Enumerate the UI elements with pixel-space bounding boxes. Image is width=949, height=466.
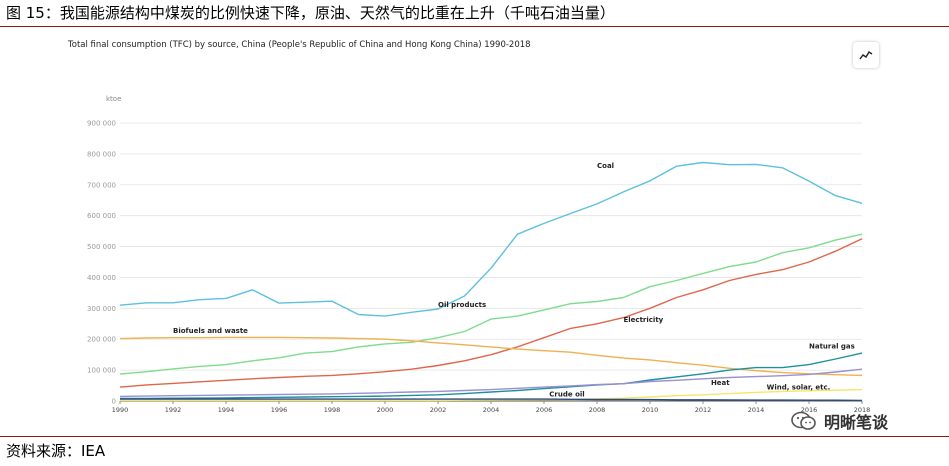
x-tick-label: 2008 [589, 406, 606, 414]
series-line-natural-gas [119, 352, 863, 400]
x-tick-label: 1996 [271, 406, 288, 414]
y-tick-label: 100 000 [87, 367, 116, 375]
bottom-rule [0, 436, 949, 437]
watermark-text: 明晰笔谈 [824, 413, 889, 432]
series-label-electricity: Electricity [624, 316, 664, 324]
series-label-wind-solar-etc: Wind, solar, etc. [767, 383, 831, 391]
series-line-biofuels-and-waste [119, 336, 863, 377]
expand-chart-button[interactable] [853, 42, 879, 68]
y-tick-label: 800 000 [87, 150, 116, 158]
series-label-oil-products: Oil products [438, 301, 486, 309]
line-chart: ktoe 0 100 000 200 000 300 000 400 000 500 000… [87, 95, 870, 414]
wechat-icon [791, 411, 816, 430]
chart-title: Total final consumption (TFC) by source,… [68, 40, 531, 50]
source-note: 资料来源：IEA [6, 442, 106, 460]
y-tick-label: 300 000 [87, 305, 116, 313]
series-label-crude-oil: Crude oil [549, 391, 584, 399]
y-tick-label: 200 000 [87, 336, 116, 344]
series-label-biofuels-and-waste: Biofuels and waste [173, 327, 248, 335]
x-tick-label: 2010 [642, 406, 659, 414]
y-tick-label: 0 [112, 398, 116, 406]
x-tick-label: 2018 [854, 406, 871, 414]
x-tick-label: 1994 [218, 406, 235, 414]
y-axis-unit-label: ktoe [106, 95, 121, 103]
x-tick-label: 1998 [324, 406, 341, 414]
y-tick-label: 500 000 [87, 243, 116, 251]
chart-panel: Total final consumption (TFC) by source,… [40, 30, 900, 432]
x-tick-label: 2000 [377, 406, 394, 414]
x-tick-label: 2016 [801, 406, 818, 414]
y-tick-label: 400 000 [87, 274, 116, 282]
series-label-coal: Coal [597, 162, 614, 170]
x-tick-label: 2014 [748, 406, 765, 414]
series-line-electricity [119, 238, 863, 388]
label-layer: Coal Oil products Electricity Biofuels and … [173, 162, 855, 399]
series-line-oil-products [119, 233, 863, 375]
series-layer [119, 161, 863, 402]
series-line-wind-solar-etc [120, 388, 863, 402]
series-line-heat [119, 368, 863, 398]
axis-layer: ktoe 0 100 000 200 000 300 000 400 000 500 000… [87, 95, 870, 414]
x-tick-label: 1992 [165, 406, 182, 414]
expand-chart-icon [859, 51, 873, 60]
series-label-natural-gas: Natural gas [809, 342, 855, 350]
x-tick-label: 1990 [112, 406, 129, 414]
x-tick-label: 2012 [695, 406, 712, 414]
series-line-coal [119, 161, 863, 317]
x-tick-label: 2002 [430, 406, 447, 414]
x-tick-label: 2006 [536, 406, 553, 414]
series-line-crude-oil [120, 398, 863, 402]
y-tick-label: 700 000 [87, 181, 116, 189]
y-tick-label: 600 000 [87, 212, 116, 220]
x-tick-label: 2004 [483, 406, 500, 414]
watermark: 明晰笔谈 [790, 408, 940, 434]
top-rule [0, 26, 949, 27]
series-label-heat: Heat [711, 379, 730, 387]
y-tick-label: 900 000 [87, 120, 116, 128]
figure-title: 图 15：我国能源结构中煤炭的比例快速下降，原油、天然气的比重在上升（千吨石油当… [6, 4, 615, 22]
